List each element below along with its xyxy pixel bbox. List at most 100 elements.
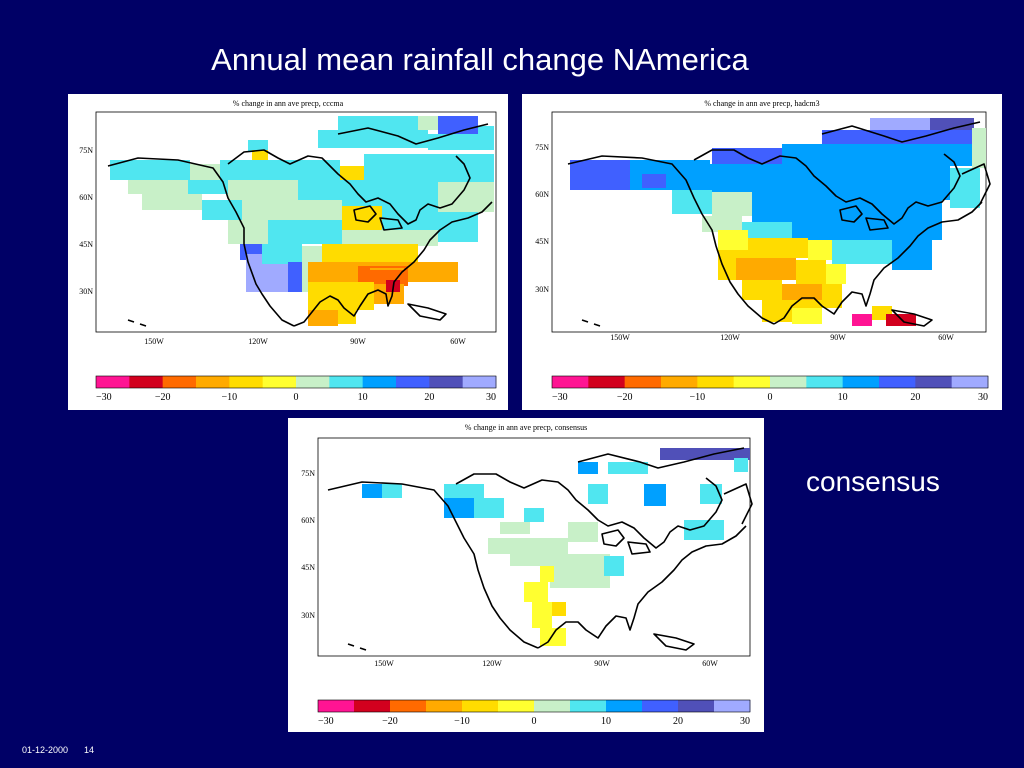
- grid-cell: [220, 160, 340, 180]
- map-title: % change in ann ave precp, hadcm3: [704, 99, 819, 108]
- grid-cell: [500, 522, 530, 534]
- grid-cell: [852, 314, 872, 326]
- colorbar-swatch: [588, 376, 626, 388]
- grid-cell: [570, 160, 630, 190]
- colorbar-swatch: [624, 376, 662, 388]
- grid-cell: [364, 154, 494, 182]
- colorbar-tick-label: 0: [294, 392, 299, 403]
- grid-cell: [930, 118, 974, 132]
- grid-cell: [540, 566, 554, 582]
- colorbar-tick-label: 10: [601, 716, 611, 727]
- lat-label: 30N: [301, 611, 315, 620]
- colorbar-ticks: −30 −20 −10 0 10 20 30: [96, 392, 496, 403]
- colorbar-swatch: [697, 376, 735, 388]
- colorbar-tick-label: 30: [486, 392, 496, 403]
- lon-labels: 150W 120W 90W 60W: [144, 337, 466, 346]
- colorbar-swatch: [714, 700, 751, 712]
- colorbar-tick-label: −10: [690, 392, 706, 403]
- colorbar-tick-label: 20: [424, 392, 434, 403]
- coastlines: [327, 447, 753, 651]
- colorbar-tick-label: −10: [222, 392, 238, 403]
- map-panel-consensus: % change in ann ave precp, consensus: [288, 418, 764, 732]
- grid-cell: [710, 164, 830, 192]
- lat-labels: 75N 60N 45N 30N: [535, 143, 549, 294]
- colorbar-border: [95, 375, 497, 389]
- colorbar-swatch: [806, 376, 844, 388]
- grid-cell: [362, 484, 382, 498]
- map-title: % change in ann ave precp, cccma: [233, 99, 344, 108]
- grid-cell: [950, 168, 980, 208]
- map-svg-cccma: % change in ann ave precp, cccma: [79, 99, 497, 403]
- precip-change-grid: [570, 118, 986, 326]
- colorbar-tick-label: −20: [617, 392, 633, 403]
- grid-cell: [252, 150, 268, 160]
- colorbar-border: [317, 699, 751, 713]
- colorbar-tick-label: 30: [740, 716, 750, 727]
- grid-cell: [510, 554, 550, 566]
- grid-cell: [684, 520, 724, 540]
- grid-cell: [782, 144, 972, 166]
- page-number: 14: [84, 745, 95, 755]
- grid-cell: [540, 628, 566, 646]
- colorbar: [551, 375, 989, 389]
- lat-label: 30N: [79, 287, 93, 296]
- grid-cell: [808, 240, 832, 260]
- grid-cell: [608, 462, 648, 474]
- grid-cell: [972, 128, 986, 168]
- grid-cell: [228, 180, 298, 200]
- colorbar-swatch: [396, 376, 430, 388]
- grid-cell: [578, 462, 598, 474]
- grid-cell: [488, 538, 568, 554]
- precip-change-grid: [110, 116, 494, 326]
- colorbar-tick-label: 30: [978, 392, 988, 403]
- lon-label: 60W: [938, 333, 954, 342]
- grid-cell: [338, 116, 418, 130]
- colorbar-tick-label: 10: [838, 392, 848, 403]
- grid-cell: [792, 308, 822, 324]
- colorbar-swatch: [262, 376, 297, 388]
- colorbar-tick-label: −20: [155, 392, 171, 403]
- grid-cell: [870, 118, 930, 132]
- colorbar-tick-label: 20: [910, 392, 920, 403]
- colorbar-swatch: [879, 376, 916, 388]
- lat-label: 60N: [301, 516, 315, 525]
- grid-cell: [782, 284, 822, 304]
- grid-cell: [550, 554, 610, 588]
- grid-cell: [830, 166, 950, 200]
- colorbar-tick-label: −30: [318, 716, 334, 727]
- lat-label: 30N: [535, 285, 549, 294]
- colorbar-swatch: [229, 376, 264, 388]
- colorbar-swatch: [606, 700, 643, 712]
- grid-cell: [202, 200, 242, 220]
- lat-labels: 75N 60N 45N 30N: [79, 146, 93, 296]
- colorbar-swatch: [318, 700, 355, 712]
- colorbar-swatch: [842, 376, 880, 388]
- colorbar-swatch: [570, 700, 607, 712]
- grid-cell: [796, 260, 826, 284]
- grid-cell: [892, 240, 932, 270]
- colorbar-swatch: [362, 376, 397, 388]
- colorbar-swatch: [162, 376, 197, 388]
- grid-cell: [832, 240, 892, 264]
- colorbar-tick-label: −10: [454, 716, 470, 727]
- slide-title: Annual mean rainfall change NAmerica: [211, 42, 749, 77]
- grid-cell: [242, 200, 342, 220]
- grid-cell: [322, 244, 418, 262]
- grid-cell: [748, 238, 808, 258]
- colorbar-swatch: [129, 376, 164, 388]
- grid-cell: [342, 230, 438, 246]
- lon-label: 150W: [374, 659, 394, 668]
- grid-cell: [188, 180, 228, 194]
- map-title: % change in ann ave precp, consensus: [465, 423, 587, 432]
- colorbar-swatch: [426, 700, 463, 712]
- footer-date: 01-12-2000: [22, 745, 69, 755]
- grid-cell: [736, 258, 796, 280]
- lon-label: 90W: [350, 337, 366, 346]
- lat-label: 75N: [79, 146, 93, 155]
- map-panel-hadcm3: % change in ann ave precp, hadcm3: [522, 94, 1002, 410]
- grid-cell: [142, 194, 202, 210]
- lat-label: 45N: [535, 237, 549, 246]
- coastlines: [567, 121, 991, 327]
- colorbar-swatch: [429, 376, 464, 388]
- grid-cell: [110, 160, 190, 180]
